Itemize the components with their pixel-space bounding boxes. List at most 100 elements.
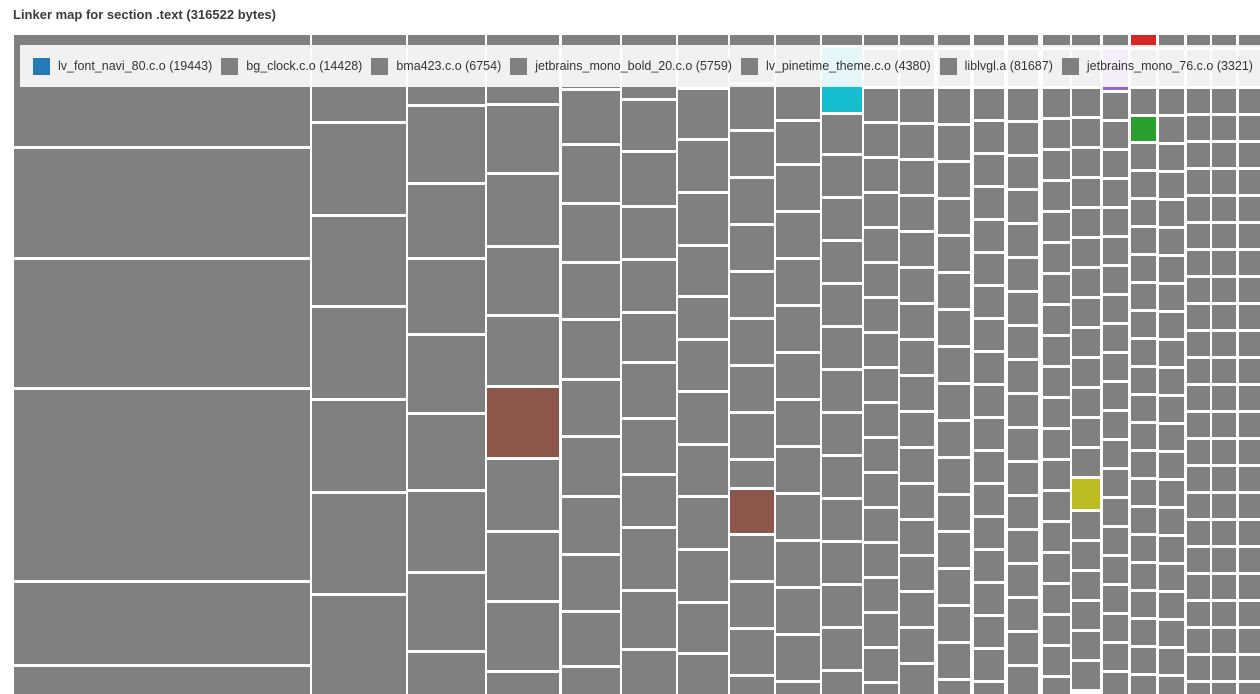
treemap-block[interactable] <box>1159 257 1184 282</box>
treemap-block[interactable] <box>900 125 934 158</box>
treemap-block[interactable] <box>562 668 620 694</box>
treemap-block[interactable] <box>776 542 820 586</box>
treemap-block[interactable] <box>1072 239 1100 266</box>
treemap-block[interactable] <box>1103 93 1128 119</box>
treemap-block[interactable] <box>1239 278 1260 302</box>
treemap-block[interactable] <box>864 579 898 611</box>
treemap-block[interactable] <box>1103 673 1128 694</box>
treemap-block[interactable] <box>1187 143 1210 167</box>
treemap-block[interactable] <box>622 651 676 694</box>
treemap-block[interactable] <box>622 592 676 648</box>
treemap-block[interactable] <box>1103 296 1128 322</box>
treemap-block[interactable] <box>822 414 862 454</box>
treemap-block[interactable] <box>900 557 934 590</box>
treemap-block[interactable] <box>1072 149 1100 176</box>
treemap-block[interactable] <box>1131 312 1156 337</box>
treemap-block[interactable] <box>1159 313 1184 338</box>
treemap-block[interactable] <box>1043 430 1070 458</box>
treemap-block[interactable] <box>1131 117 1156 141</box>
treemap-block[interactable] <box>1239 116 1260 140</box>
treemap-block[interactable] <box>487 388 559 457</box>
treemap-block[interactable] <box>1131 396 1156 421</box>
treemap-block[interactable] <box>678 247 728 295</box>
treemap-block[interactable] <box>1212 413 1236 437</box>
treemap-block[interactable] <box>1072 512 1100 539</box>
treemap-block[interactable] <box>1159 481 1184 506</box>
treemap-block[interactable] <box>974 485 1004 515</box>
treemap-block[interactable] <box>776 260 820 304</box>
treemap-block[interactable] <box>938 163 970 197</box>
treemap-block[interactable] <box>1212 89 1236 113</box>
treemap-block[interactable] <box>730 132 774 176</box>
treemap-block[interactable] <box>974 353 1004 383</box>
treemap-block[interactable] <box>1043 678 1070 694</box>
treemap-block[interactable] <box>1072 449 1100 476</box>
treemap-block[interactable] <box>822 285 862 325</box>
treemap-block[interactable] <box>938 274 970 308</box>
treemap-block[interactable] <box>822 629 862 669</box>
treemap-block[interactable] <box>1008 565 1038 596</box>
treemap-block[interactable] <box>974 122 1004 152</box>
treemap-block[interactable] <box>487 460 559 530</box>
treemap-block[interactable] <box>776 166 820 210</box>
treemap-block[interactable] <box>1103 35 1128 47</box>
treemap-block[interactable] <box>730 273 774 317</box>
treemap-block[interactable] <box>678 341 728 390</box>
treemap-block[interactable] <box>822 371 862 411</box>
treemap-block[interactable] <box>1103 180 1128 206</box>
treemap-block[interactable] <box>1131 144 1156 169</box>
treemap-block[interactable] <box>822 115 862 153</box>
treemap-block[interactable] <box>1159 677 1184 694</box>
treemap-block[interactable] <box>1008 225 1038 256</box>
treemap-block[interactable] <box>1131 35 1156 47</box>
treemap-block[interactable] <box>1008 327 1038 358</box>
treemap-block[interactable] <box>730 490 774 533</box>
treemap-block[interactable] <box>864 264 898 296</box>
treemap-block[interactable] <box>864 159 898 191</box>
treemap-block[interactable] <box>864 614 898 646</box>
treemap-block[interactable] <box>1043 368 1070 396</box>
treemap-block[interactable] <box>622 261 676 311</box>
treemap-block[interactable] <box>1072 119 1100 146</box>
treemap-block[interactable] <box>1159 509 1184 534</box>
treemap-block[interactable] <box>1187 602 1210 626</box>
treemap-block[interactable] <box>1187 467 1210 491</box>
treemap-block[interactable] <box>1043 151 1070 179</box>
treemap-block[interactable] <box>1212 494 1236 518</box>
treemap-block[interactable] <box>1103 383 1128 409</box>
treemap-block[interactable] <box>1008 35 1038 47</box>
treemap-block[interactable] <box>678 298 728 338</box>
treemap-block[interactable] <box>822 242 862 282</box>
treemap-block[interactable] <box>622 314 676 361</box>
treemap-block[interactable] <box>730 536 774 580</box>
treemap-block[interactable] <box>1131 676 1156 694</box>
treemap-block[interactable] <box>776 495 820 539</box>
treemap-block[interactable] <box>730 85 774 129</box>
treemap-block[interactable] <box>487 673 559 694</box>
treemap-block[interactable] <box>1212 116 1236 140</box>
treemap-block[interactable] <box>1072 419 1100 446</box>
treemap-block[interactable] <box>1008 293 1038 324</box>
treemap-block[interactable] <box>938 385 970 419</box>
treemap-block[interactable] <box>1103 325 1128 351</box>
treemap-block[interactable] <box>822 543 862 583</box>
treemap-block[interactable] <box>562 556 620 610</box>
treemap-block[interactable] <box>974 386 1004 416</box>
treemap-block[interactable] <box>1043 182 1070 210</box>
treemap-block[interactable] <box>562 438 620 495</box>
treemap-block[interactable] <box>1212 521 1236 545</box>
treemap-block[interactable] <box>938 89 970 123</box>
treemap-block[interactable] <box>730 179 774 223</box>
treemap-block[interactable] <box>938 311 970 345</box>
treemap-block[interactable] <box>1072 179 1100 206</box>
treemap-block[interactable] <box>14 667 310 694</box>
treemap-block[interactable] <box>822 457 862 497</box>
treemap-block[interactable] <box>1187 224 1210 248</box>
treemap-block[interactable] <box>678 194 728 244</box>
treemap-block[interactable] <box>900 341 934 374</box>
treemap-block[interactable] <box>1159 145 1184 170</box>
treemap-block[interactable] <box>900 521 934 554</box>
treemap-block[interactable] <box>1159 173 1184 198</box>
treemap-block[interactable] <box>408 260 485 333</box>
treemap-block[interactable] <box>408 653 485 694</box>
